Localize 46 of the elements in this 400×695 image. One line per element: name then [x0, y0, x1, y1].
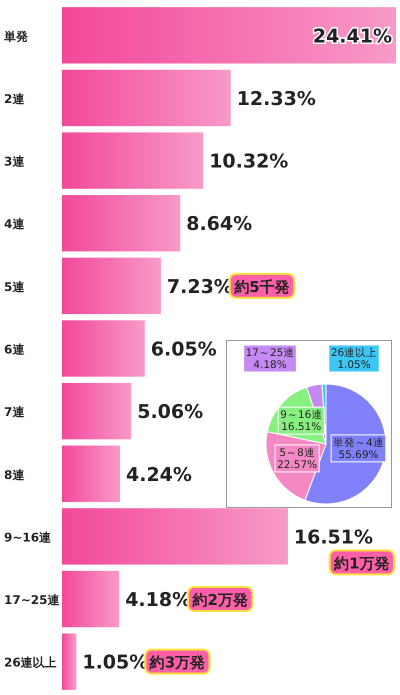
bar: [62, 320, 145, 377]
data-label: 12.33%: [236, 88, 316, 110]
slice-label: 26連以上: [330, 346, 378, 359]
data-label: 4.24%: [126, 464, 192, 486]
y-tick-label: 3連: [4, 154, 26, 169]
annotation: 約2万発: [192, 591, 248, 610]
bar: [62, 70, 231, 126]
slice-label: 17～25連: [246, 346, 294, 359]
data-label: 22.57%: [277, 458, 318, 471]
y-tick-label: 17~25連: [4, 593, 60, 608]
bar: [62, 508, 288, 565]
bar: [62, 7, 396, 64]
y-tick-label: 5連: [4, 280, 26, 294]
data-label: 8.64%: [186, 213, 252, 236]
data-label: 55.69%: [338, 448, 379, 461]
data-label: 7.23%: [166, 276, 233, 298]
slice-label: 9～16連: [280, 408, 322, 422]
bar: [62, 258, 161, 314]
y-tick-label: 6連: [4, 342, 26, 356]
y-tick-label: 26連以上: [4, 656, 57, 670]
data-label: 10.32%: [209, 150, 288, 173]
data-label: 24.41%: [312, 25, 392, 48]
bar: [62, 195, 180, 252]
bar: [62, 570, 120, 628]
data-label: 1.05%: [337, 359, 371, 371]
data-label: 5.06%: [137, 401, 204, 424]
slice-label: 5～8連: [279, 446, 315, 459]
annotation: 約5千発: [233, 278, 290, 296]
bar: [62, 382, 132, 440]
data-label: 4.18%: [253, 359, 287, 371]
y-tick-label: 9~16連: [4, 530, 52, 544]
data-label: 1.05%: [82, 652, 148, 674]
data-label: 16.51%: [281, 421, 322, 434]
y-tick-label: 8連: [4, 468, 26, 482]
y-tick-label: 単発: [3, 29, 28, 44]
y-tick-label: 2連: [4, 92, 26, 106]
y-tick-label: 7連: [4, 405, 26, 420]
slice-label: 単発～4連: [333, 436, 384, 449]
bar: [62, 446, 120, 502]
data-label: 16.51%: [294, 526, 374, 548]
bar: [62, 132, 204, 189]
annotation: 約3万発: [148, 654, 206, 672]
y-tick-label: 4連: [4, 217, 26, 232]
data-label: 6.05%: [150, 338, 217, 360]
bar: [62, 633, 76, 690]
annotation: 約1万発: [333, 554, 390, 572]
